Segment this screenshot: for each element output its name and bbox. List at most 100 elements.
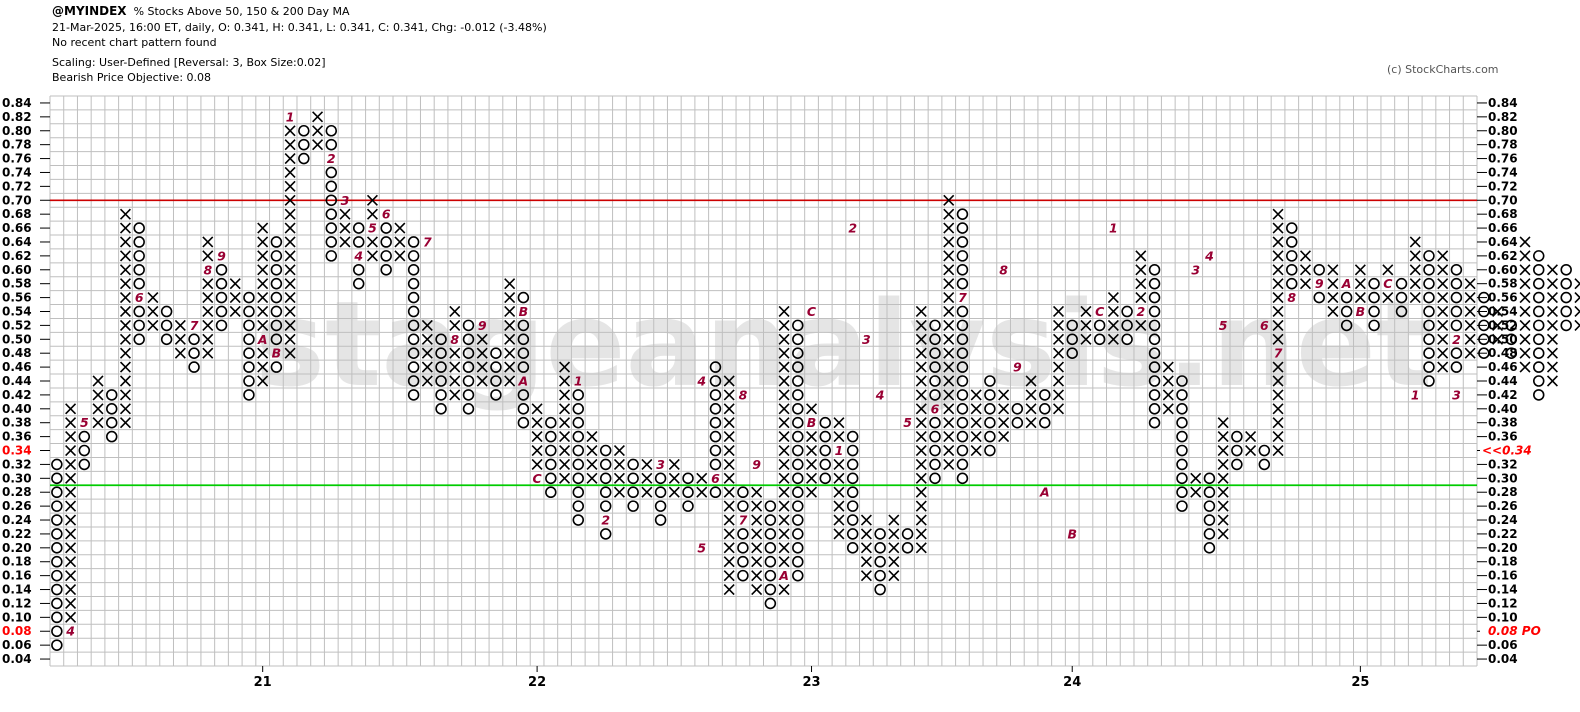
o-box xyxy=(545,430,557,443)
o-box xyxy=(188,347,200,360)
x-box xyxy=(1272,292,1284,304)
o-box xyxy=(407,389,420,401)
x-box xyxy=(1053,333,1065,345)
month-marker: A xyxy=(1341,276,1352,291)
x-box xyxy=(888,570,900,582)
o-box xyxy=(51,458,63,471)
x-box xyxy=(751,542,763,554)
o-box xyxy=(243,333,255,346)
x-box xyxy=(1217,500,1229,512)
x-box xyxy=(778,375,790,387)
o-box xyxy=(1533,319,1545,332)
x-box xyxy=(147,305,159,318)
x-box xyxy=(1190,486,1202,498)
y-tick-right: 0.60 xyxy=(1488,263,1518,277)
month-marker: C xyxy=(807,304,817,319)
o-box xyxy=(846,486,859,499)
x-box xyxy=(284,166,296,179)
o-box xyxy=(106,402,118,415)
x-box xyxy=(65,514,77,526)
y-tick-left: 0.44 xyxy=(2,374,32,388)
x-box xyxy=(613,472,625,484)
o-box xyxy=(709,361,722,373)
x-box xyxy=(65,417,77,429)
o-box xyxy=(956,389,969,401)
x-box xyxy=(65,403,77,415)
o-box xyxy=(1368,319,1380,332)
y-tick-right: 0.12 xyxy=(1488,596,1518,610)
o-box xyxy=(490,347,502,360)
y-tick-left: 0.76 xyxy=(2,152,32,166)
x-box xyxy=(1409,264,1421,276)
o-box xyxy=(654,514,667,526)
x-box xyxy=(284,222,296,234)
o-box xyxy=(325,250,338,262)
x-box xyxy=(119,305,131,318)
x-box xyxy=(1519,347,1531,359)
x-box xyxy=(1492,333,1504,345)
o-box xyxy=(737,569,749,582)
o-box xyxy=(764,542,777,554)
o-box xyxy=(517,402,530,415)
x-box xyxy=(284,236,296,248)
x-box xyxy=(1519,278,1531,290)
x-box xyxy=(92,403,104,415)
o-box xyxy=(956,458,969,471)
o-box xyxy=(956,208,969,220)
x-box xyxy=(1272,236,1284,248)
x-box xyxy=(1546,319,1558,331)
x-box xyxy=(1272,264,1284,276)
o-box xyxy=(215,291,228,304)
x-box xyxy=(1519,264,1531,276)
o-box xyxy=(984,402,996,415)
o-box xyxy=(901,542,914,554)
month-marker: 9 xyxy=(217,248,226,263)
o-box xyxy=(1560,305,1572,318)
x-box xyxy=(915,444,927,457)
month-marker: A xyxy=(518,374,529,389)
o-box xyxy=(1176,472,1188,485)
x-box xyxy=(1080,319,1092,331)
o-box xyxy=(846,458,859,471)
o-box xyxy=(243,347,255,360)
x-box xyxy=(1546,264,1558,276)
o-box xyxy=(160,333,173,346)
x-box xyxy=(943,444,955,457)
x-box xyxy=(1382,292,1394,304)
month-marker: 4 xyxy=(875,387,885,402)
o-box xyxy=(1231,458,1243,471)
x-box xyxy=(119,264,131,276)
x-box xyxy=(1053,375,1065,387)
o-box xyxy=(1148,291,1161,304)
month-marker: 4 xyxy=(696,374,706,389)
x-box xyxy=(1053,347,1065,359)
x-box xyxy=(1546,333,1558,345)
o-box xyxy=(51,555,63,568)
y-tick-left: 0.66 xyxy=(2,221,32,235)
x-box xyxy=(531,417,543,429)
x-box xyxy=(943,319,955,331)
x-box xyxy=(641,458,653,470)
y-tick-right: 0.82 xyxy=(1488,110,1518,124)
o-box xyxy=(929,444,941,457)
x-box xyxy=(943,222,955,234)
o-box xyxy=(1340,319,1353,332)
y-tick-right: 0.22 xyxy=(1488,527,1518,541)
o-box xyxy=(243,389,255,401)
x-box xyxy=(147,319,159,331)
x-box xyxy=(1327,264,1339,276)
o-box xyxy=(846,444,859,457)
o-box xyxy=(572,416,585,429)
month-marker: B xyxy=(272,346,282,361)
x-box xyxy=(1437,250,1449,262)
x-box xyxy=(1437,305,1449,318)
x-box xyxy=(778,431,790,443)
o-box xyxy=(407,250,420,262)
x-box xyxy=(778,500,790,512)
x-tick-label: 25 xyxy=(1351,675,1369,690)
x-box xyxy=(147,292,159,304)
x-box xyxy=(915,458,927,470)
x-box xyxy=(1272,431,1284,443)
o-box xyxy=(270,236,283,248)
